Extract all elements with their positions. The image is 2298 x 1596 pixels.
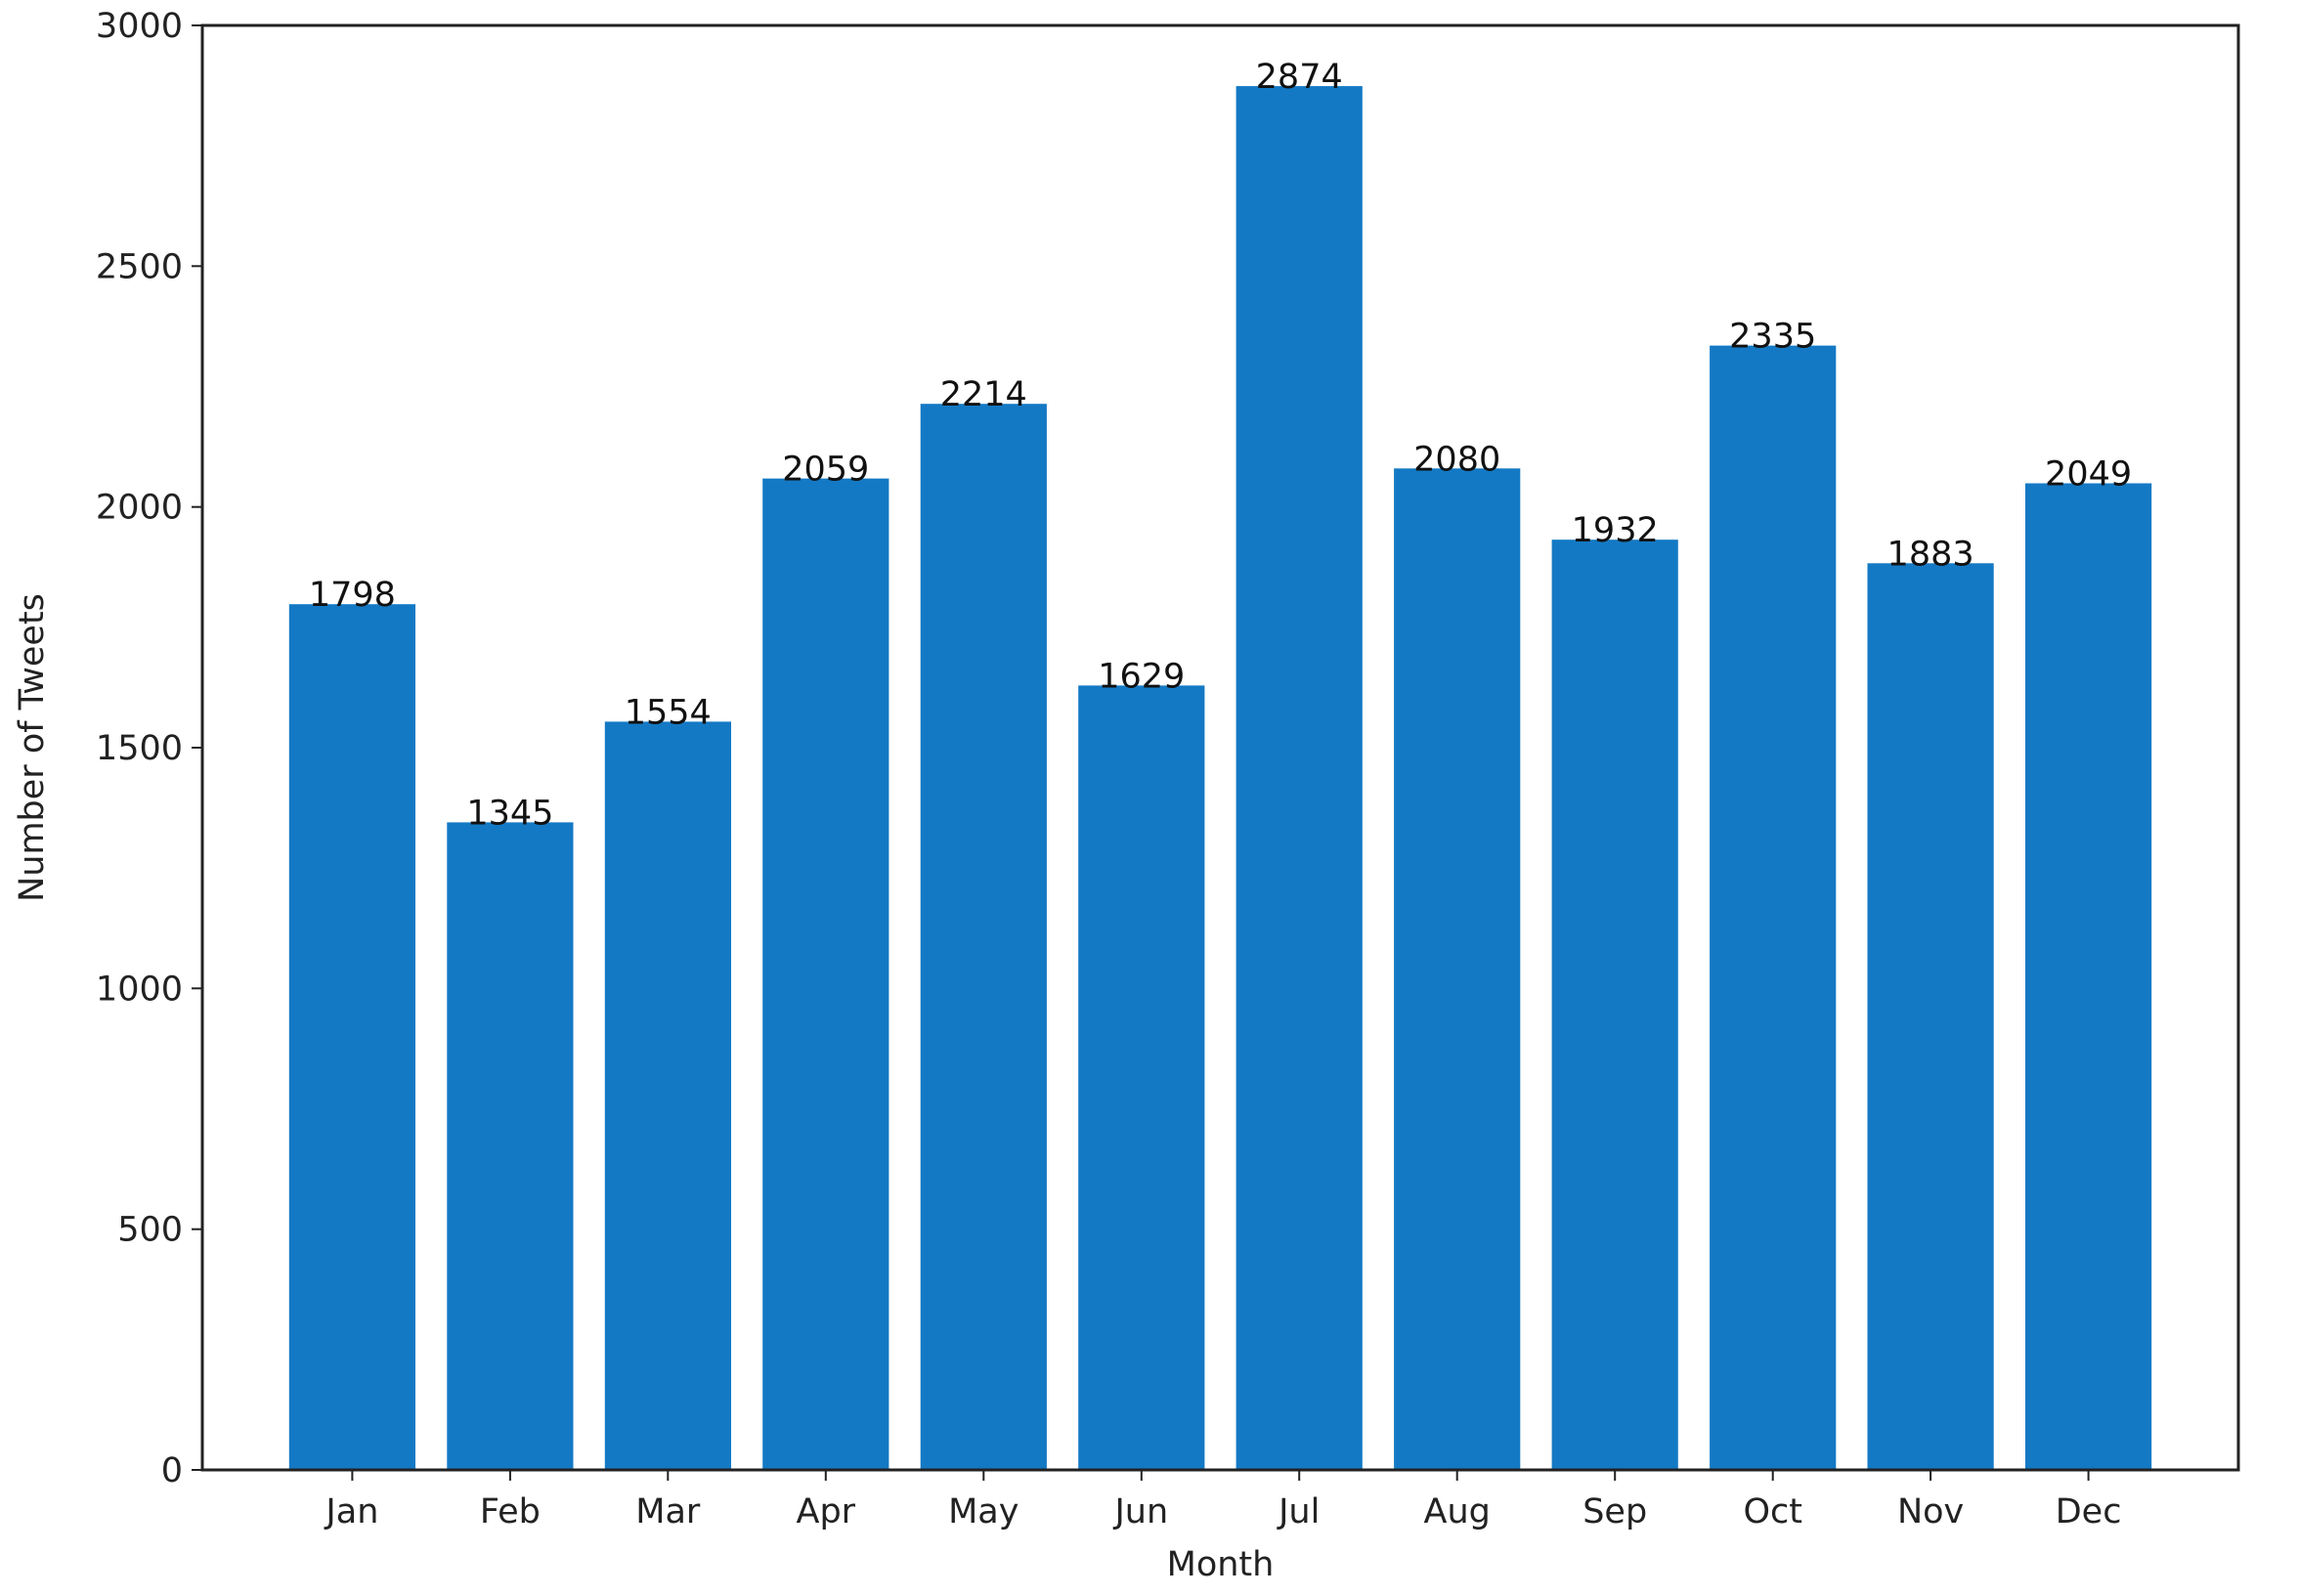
bar-dec — [2025, 483, 2152, 1470]
bar-mar — [604, 721, 731, 1470]
y-axis-title: Number of Tweets — [13, 593, 52, 902]
x-axis: Jan Feb Mar Apr May Jun Jul Aug Sep Oct Nov Dec — [324, 1470, 2121, 1531]
data-label-feb: 1345 — [466, 794, 553, 833]
x-tick-label-sep: Sep — [1583, 1492, 1647, 1531]
x-tick-label-mar: Mar — [635, 1492, 701, 1531]
bar-jan — [288, 604, 415, 1470]
data-label-mar: 1554 — [625, 693, 712, 732]
x-tick-label-aug: Aug — [1424, 1492, 1491, 1531]
x-tick-label-jul: Jul — [1277, 1492, 1320, 1531]
y-tick-label-3000: 3000 — [96, 7, 183, 46]
x-tick-label-oct: Oct — [1743, 1492, 1802, 1531]
bar-apr — [762, 478, 889, 1471]
y-tick-label-500: 500 — [117, 1211, 183, 1250]
x-tick-label-jan: Jan — [324, 1492, 378, 1531]
plot-frame — [200, 23, 2240, 1472]
data-label-apr: 2059 — [782, 451, 869, 490]
bar-jun — [1078, 685, 1205, 1470]
data-label-jul: 2874 — [1256, 58, 1343, 97]
x-tick-label-may: May — [948, 1492, 1019, 1531]
x-tick-label-feb: Feb — [480, 1492, 541, 1531]
data-label-sep: 1932 — [1572, 511, 1659, 550]
bar-feb — [447, 822, 574, 1470]
bar-jul — [1236, 86, 1363, 1471]
data-label-jan: 1798 — [309, 576, 396, 615]
y-tick-label-1000: 1000 — [96, 970, 183, 1009]
data-label-aug: 2080 — [1413, 440, 1500, 479]
y-tick-label-2500: 2500 — [96, 247, 183, 286]
data-labels-group: 1798 1345 1554 2059 2214 1629 2874 2080 1932 2335… — [309, 58, 2132, 833]
y-tick-label-2000: 2000 — [96, 489, 183, 528]
data-label-oct: 2335 — [1729, 318, 1816, 357]
bars-group — [288, 86, 2152, 1471]
bar-sep — [1551, 539, 1678, 1470]
x-tick-label-apr: Apr — [797, 1492, 856, 1531]
y-tick-label-1500: 1500 — [96, 729, 183, 768]
y-axis: 0 500 1000 1500 2000 2500 3000 — [96, 7, 202, 1490]
bar-aug — [1394, 468, 1521, 1470]
bar-oct — [1710, 345, 1837, 1471]
bar-nov — [1867, 563, 1994, 1470]
data-label-jun: 1629 — [1098, 657, 1185, 696]
data-label-may: 2214 — [940, 375, 1027, 414]
x-tick-label-dec: Dec — [2056, 1492, 2122, 1531]
x-axis-title: Month — [1167, 1545, 1275, 1584]
y-tick-label-0: 0 — [161, 1451, 183, 1490]
x-tick-label-jun: Jun — [1112, 1492, 1168, 1531]
x-tick-label-nov: Nov — [1897, 1492, 1964, 1531]
bar-may — [920, 404, 1047, 1471]
data-label-dec: 2049 — [2045, 455, 2132, 495]
data-label-nov: 1883 — [1887, 535, 1974, 574]
